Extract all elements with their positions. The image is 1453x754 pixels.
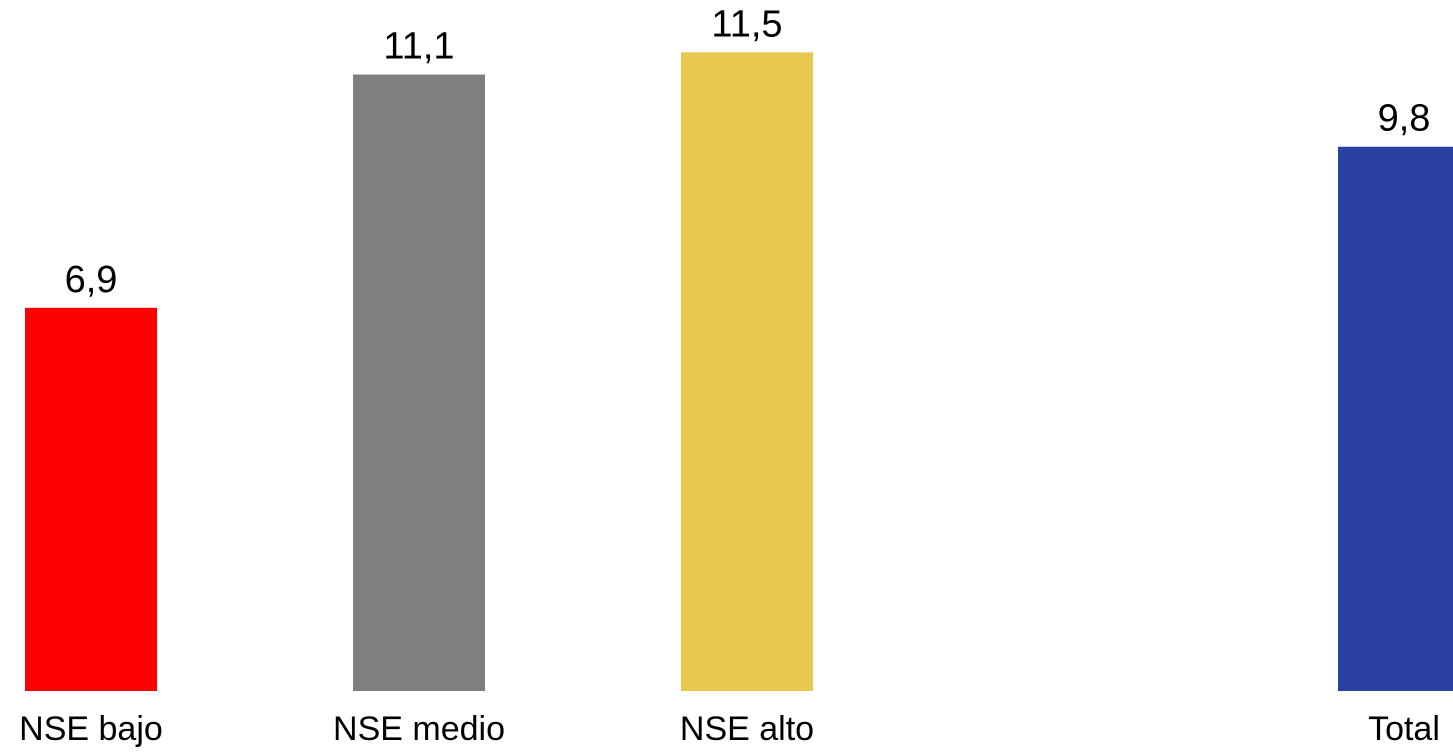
data-label-2: 11,5 <box>711 3 782 45</box>
category-label-0: NSE bajo <box>19 710 163 748</box>
category-labels-layer: NSE bajo NSE medio NSE alto Total <box>19 710 1440 748</box>
bar-1 <box>353 74 485 692</box>
data-label-3: 9,8 <box>1378 98 1431 140</box>
category-label-3: Total <box>1368 710 1440 748</box>
bar-3 <box>1338 146 1453 691</box>
bars-layer <box>25 52 1453 692</box>
bar-0 <box>25 307 157 691</box>
data-label-1: 11,1 <box>383 26 454 68</box>
category-label-2: NSE alto <box>680 710 814 748</box>
bar-2 <box>681 52 813 691</box>
category-label-1: NSE medio <box>333 710 505 748</box>
data-label-0: 6,9 <box>65 259 118 301</box>
value-labels-layer: 6,9 11,1 11,5 9,8 <box>65 3 1431 300</box>
